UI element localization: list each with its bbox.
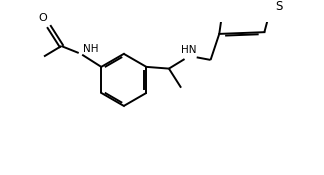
- Text: HN: HN: [181, 45, 197, 55]
- Text: O: O: [39, 13, 48, 23]
- Text: S: S: [275, 0, 282, 13]
- Text: NH: NH: [83, 44, 98, 54]
